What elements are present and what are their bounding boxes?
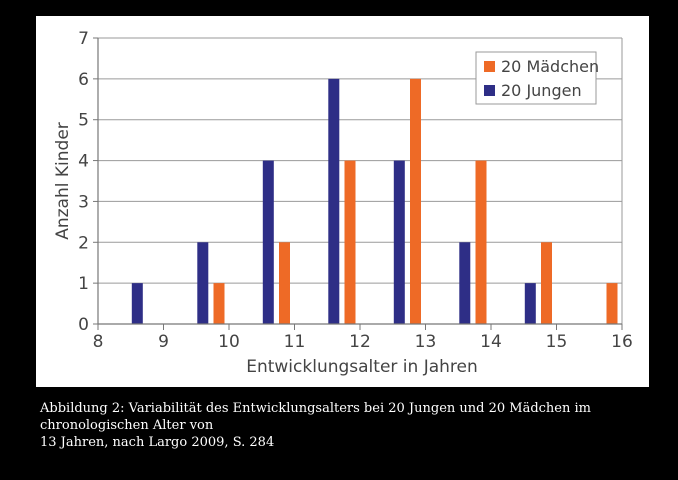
bar-maedchen-14 (475, 160, 487, 324)
bar-maedchen-15 (541, 242, 552, 324)
x-tick-label-13: 13 (415, 332, 437, 352)
bar-maedchen-13 (410, 78, 421, 324)
x-tick-label-8: 8 (93, 332, 104, 352)
caption-line-2: chronologischen Alter von (40, 418, 214, 433)
bar-jungen-9 (131, 283, 143, 324)
x-tick-label-10: 10 (218, 332, 240, 352)
y-tick-label-0: 0 (78, 315, 89, 335)
y-tick-label-5: 5 (78, 111, 89, 131)
x-axis-title: Entwicklungsalter in Jahren (246, 357, 478, 377)
chart-panel: 0 1 2 3 4 5 6 7 8 9 10 11 12 13 14 15 16 Entwicklungsalte… (36, 16, 649, 387)
bar-maedchen-12 (344, 160, 356, 324)
bar-jungen-12 (328, 78, 340, 324)
y-tick-label-4: 4 (78, 152, 89, 172)
bar-maedchen-16 (606, 283, 618, 324)
bar-maedchen-11 (279, 242, 290, 324)
y-axis-title: Anzahl Kinder (53, 122, 73, 240)
figure-caption: Abbildung 2: Variabilität des Entwicklun… (40, 400, 640, 451)
y-tick-label-7: 7 (78, 29, 89, 49)
y-tick-label-2: 2 (78, 233, 89, 253)
legend-swatch-jungen (484, 85, 495, 96)
bar-jungen-14 (459, 242, 471, 324)
legend-label-maedchen: 20 Mädchen (501, 57, 599, 76)
y-tick-label-6: 6 (78, 70, 89, 90)
legend-label-jungen: 20 Jungen (501, 81, 582, 100)
x-tick-label-12: 12 (349, 332, 371, 352)
bar-maedchen-10 (213, 283, 225, 324)
bar-jungen-13 (393, 160, 405, 324)
caption-line-3: 13 Jahren, nach Largo 2009, S. 284 (40, 435, 275, 450)
x-tick-label-16: 16 (611, 332, 633, 352)
caption-line-1: Abbildung 2: Variabilität des Entwicklun… (40, 401, 591, 416)
bar-jungen-15 (524, 283, 536, 324)
x-tick-label-11: 11 (284, 332, 306, 352)
x-tick-label-15: 15 (546, 332, 568, 352)
bar-jungen-10 (197, 242, 209, 324)
bar-jungen-11 (262, 160, 274, 324)
y-tick-label-1: 1 (78, 274, 89, 294)
x-tick-label-9: 9 (158, 332, 169, 352)
x-tick-label-14: 14 (480, 332, 502, 352)
legend-box (475, 51, 597, 105)
legend-swatch-maedchen (484, 61, 495, 72)
y-tick-label-3: 3 (78, 192, 89, 212)
